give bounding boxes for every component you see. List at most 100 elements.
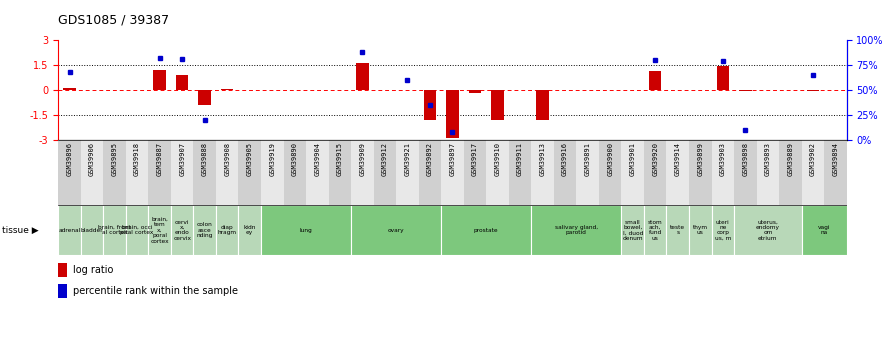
Bar (509, 140, 531, 205)
Bar (667, 205, 689, 255)
Bar (824, 140, 847, 205)
Bar (531, 205, 622, 255)
Bar (103, 205, 125, 255)
Text: GSM39917: GSM39917 (472, 142, 478, 176)
Bar (537, 90, 548, 120)
Text: teste
s: teste s (670, 225, 685, 236)
Text: GSM39907: GSM39907 (179, 142, 185, 176)
Bar (446, 90, 459, 138)
Bar (689, 140, 711, 205)
Bar (487, 140, 509, 205)
Bar (171, 205, 194, 255)
Text: GSM39913: GSM39913 (539, 142, 546, 176)
Text: GSM39903: GSM39903 (719, 142, 726, 176)
Bar (689, 205, 711, 255)
Text: GSM39921: GSM39921 (404, 142, 410, 176)
Bar (374, 140, 396, 205)
Text: adrenal: adrenal (58, 228, 81, 233)
Text: salivary gland,
parotid: salivary gland, parotid (555, 225, 598, 236)
Bar (554, 140, 576, 205)
Bar (802, 140, 824, 205)
Bar (711, 205, 734, 255)
Bar (81, 205, 103, 255)
Text: thym
us: thym us (693, 225, 708, 236)
Text: prostate: prostate (474, 228, 498, 233)
Text: GSM39910: GSM39910 (495, 142, 501, 176)
Text: cervi
x,
endo
cervix: cervi x, endo cervix (173, 220, 191, 241)
Bar (739, 90, 752, 91)
Bar (149, 140, 171, 205)
Bar (711, 140, 734, 205)
Text: GSM39890: GSM39890 (292, 142, 297, 176)
Bar (780, 140, 802, 205)
Text: lung: lung (299, 228, 313, 233)
Bar (491, 90, 504, 120)
Text: GDS1085 / 39387: GDS1085 / 39387 (58, 14, 169, 27)
Bar (756, 140, 780, 205)
Text: GSM39900: GSM39900 (607, 142, 613, 176)
Bar (64, 88, 75, 90)
Text: GSM39894: GSM39894 (832, 142, 839, 176)
Bar (125, 140, 149, 205)
Bar (622, 205, 644, 255)
Bar (149, 205, 171, 255)
Text: small
bowel,
I, duod
denum: small bowel, I, duod denum (623, 220, 643, 241)
Bar (58, 284, 67, 298)
Bar (717, 66, 729, 90)
Text: uteri
ne
corp
us, m: uteri ne corp us, m (715, 220, 731, 241)
Bar (81, 140, 103, 205)
Bar (103, 140, 125, 205)
Text: diap
hragm: diap hragm (218, 225, 237, 236)
Text: ovary: ovary (388, 228, 404, 233)
Text: vagi
na: vagi na (818, 225, 831, 236)
Text: GSM39901: GSM39901 (630, 142, 635, 176)
Bar (261, 205, 351, 255)
Text: GSM39892: GSM39892 (427, 142, 433, 176)
Bar (734, 140, 756, 205)
Bar (464, 140, 487, 205)
Bar (667, 140, 689, 205)
Bar (171, 140, 194, 205)
Bar (644, 205, 667, 255)
Bar (283, 140, 306, 205)
Bar (802, 205, 847, 255)
Bar (441, 205, 531, 255)
Bar (216, 140, 238, 205)
Text: GSM39911: GSM39911 (517, 142, 523, 176)
Text: GSM39918: GSM39918 (134, 142, 140, 176)
Text: GSM39915: GSM39915 (337, 142, 343, 176)
Text: colon
asce
nding: colon asce nding (196, 223, 213, 238)
Bar (58, 263, 67, 277)
Bar (261, 140, 283, 205)
Text: GSM39919: GSM39919 (270, 142, 275, 176)
Bar (644, 140, 667, 205)
Text: bladder: bladder (81, 228, 103, 233)
Text: brain, front
al cortex: brain, front al cortex (99, 225, 131, 236)
Bar (351, 205, 441, 255)
Text: GSM39889: GSM39889 (788, 142, 793, 176)
Bar (221, 89, 233, 90)
Bar (58, 205, 81, 255)
Bar (58, 140, 81, 205)
Bar (441, 140, 464, 205)
Bar (576, 140, 599, 205)
Text: GSM39904: GSM39904 (314, 142, 320, 176)
Bar (418, 140, 441, 205)
Text: GSM39898: GSM39898 (743, 142, 748, 176)
Text: GSM39887: GSM39887 (157, 142, 162, 176)
Text: tissue ▶: tissue ▶ (2, 226, 39, 235)
Bar (153, 70, 166, 90)
Bar (176, 75, 188, 90)
Text: GSM39905: GSM39905 (246, 142, 253, 176)
Text: GSM39893: GSM39893 (765, 142, 771, 176)
Text: GSM39914: GSM39914 (675, 142, 681, 176)
Bar (734, 205, 802, 255)
Text: GSM39888: GSM39888 (202, 142, 208, 176)
Text: percentile rank within the sample: percentile rank within the sample (73, 286, 237, 296)
Text: GSM39909: GSM39909 (359, 142, 366, 176)
Bar (199, 90, 211, 105)
Bar (194, 140, 216, 205)
Text: GSM39908: GSM39908 (224, 142, 230, 176)
Bar (125, 205, 149, 255)
Bar (357, 63, 368, 90)
